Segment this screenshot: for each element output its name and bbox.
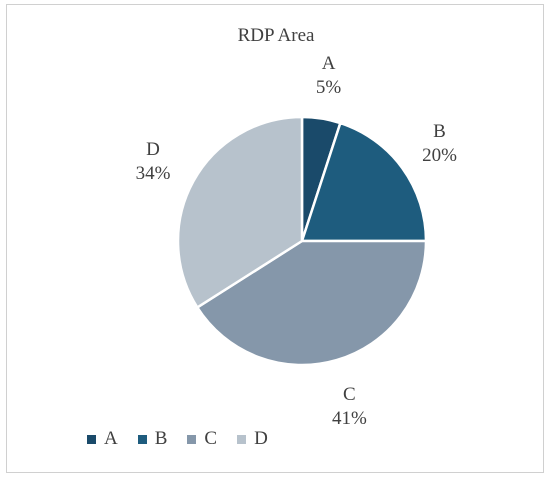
legend-label-d: D — [254, 428, 268, 449]
slice-category-label-c: C — [343, 384, 356, 405]
chart-legend: A B C D — [87, 428, 288, 450]
legend-swatch-a — [87, 434, 96, 444]
chart-title: RDP Area — [237, 25, 315, 46]
legend-label-c: C — [204, 428, 218, 449]
legend-item-a: A — [87, 428, 118, 450]
slice-value-label-b: 20% — [422, 145, 457, 166]
legend-item-d: D — [237, 428, 268, 450]
pie-labels: A 5% B 20% C 41% D 34% — [136, 53, 458, 429]
chart-frame: RDP Area A 5% B 20% C 41% D 34% A B C D — [6, 4, 544, 473]
pie-slice-d — [176, 115, 304, 309]
legend-swatch-b — [137, 434, 147, 444]
slice-category-label-a: A — [322, 53, 336, 74]
slice-value-label-a: 5% — [316, 77, 342, 98]
slice-category-label-b: B — [433, 121, 446, 142]
legend-label-b: B — [154, 428, 168, 449]
pie-slices — [176, 115, 428, 367]
slice-value-label-c: 41% — [332, 408, 367, 429]
legend-swatch-c — [187, 434, 197, 444]
pie-chart: A 5% B 20% C 41% D 34% — [136, 53, 458, 429]
legend-swatch-d — [237, 434, 247, 444]
legend-item-c: C — [187, 428, 217, 450]
pie-slice-b — [300, 121, 428, 243]
legend-item-b: B — [137, 428, 168, 450]
legend-label-a: A — [104, 428, 118, 449]
slice-value-label-d: 34% — [136, 163, 171, 184]
slice-category-label-d: D — [146, 139, 160, 160]
